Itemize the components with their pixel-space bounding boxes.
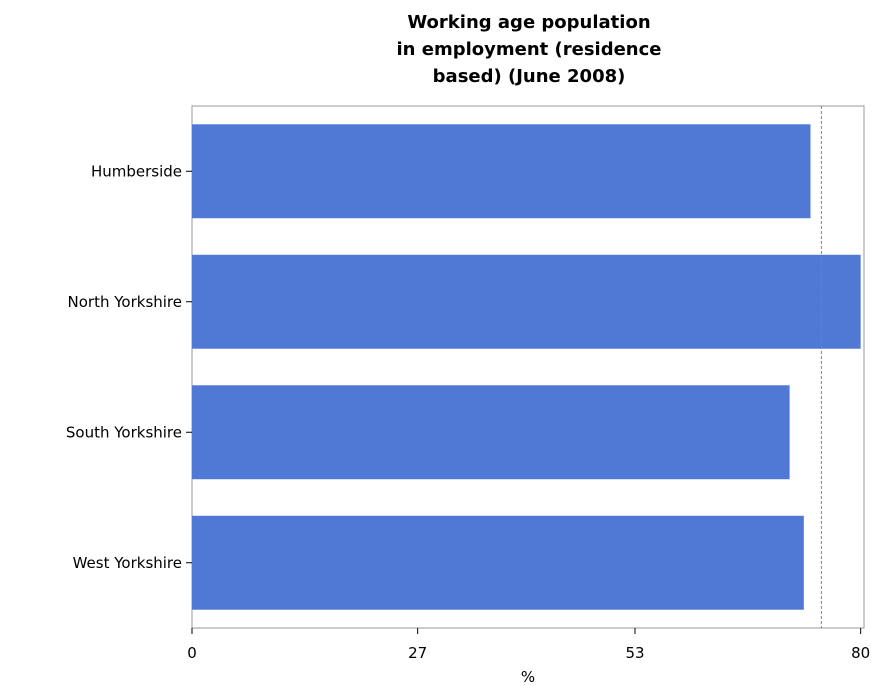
- category-label: Humberside: [91, 162, 182, 180]
- chart-title-line-2: in employment (residence: [397, 39, 662, 60]
- bar-south-yorkshire: [192, 385, 790, 480]
- x-tick-label: 27: [408, 644, 427, 662]
- category-label: North Yorkshire: [68, 293, 182, 311]
- x-axis-label: %: [521, 668, 535, 686]
- category-labels: Humberside North Yorkshire South Yorkshire…: [66, 162, 192, 572]
- chart-title-line-3: based) (June 2008): [433, 66, 626, 87]
- chart-title: Working age population in employment (re…: [397, 12, 662, 87]
- x-tick-label: 0: [187, 644, 197, 662]
- x-tick-label: 80: [851, 644, 870, 662]
- chart-title-line-1: Working age population: [407, 12, 650, 33]
- x-tick-label: 53: [625, 644, 644, 662]
- bar-north-yorkshire: [192, 254, 861, 349]
- category-label: West Yorkshire: [73, 554, 182, 572]
- bar-west-yorkshire: [192, 515, 804, 610]
- x-axis-ticks: 0 27 53 80: [187, 628, 870, 662]
- bar-humberside: [192, 124, 811, 219]
- category-label: South Yorkshire: [66, 423, 182, 441]
- bars-group: [192, 124, 861, 610]
